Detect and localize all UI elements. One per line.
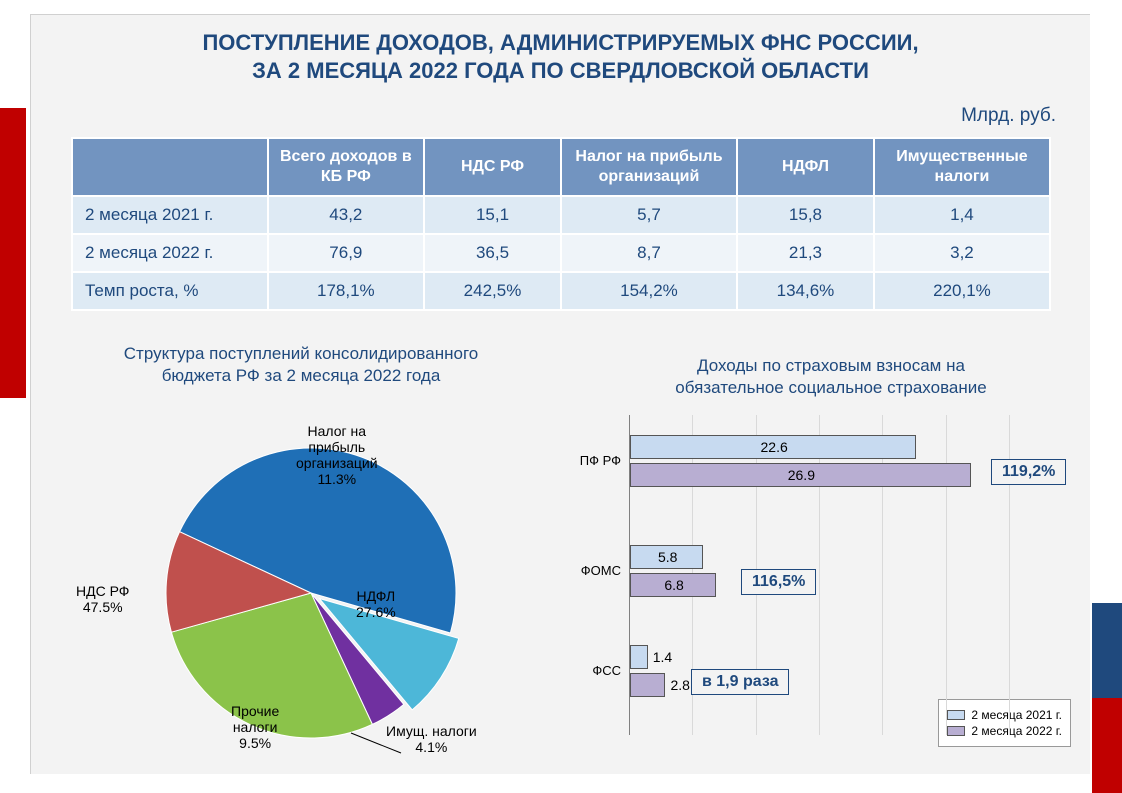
bar-value-label: 22.6 <box>635 439 913 455</box>
bar-chart: 2 месяца 2021 г. 2 месяца 2022 г. ПФ РФ 22… <box>561 415 1081 765</box>
pie-chart-title: Структура поступлений консолидированного… <box>91 343 511 387</box>
legend-label: 2 месяца 2021 г. <box>971 708 1062 722</box>
cell: 36,5 <box>424 234 561 272</box>
bar-value-label: 5.8 <box>635 549 700 565</box>
row-label: 2 месяца 2021 г. <box>72 196 268 234</box>
cell: 76,9 <box>268 234 424 272</box>
table-row: 2 месяца 2021 г.43,215,15,715,81,4 <box>72 196 1050 234</box>
pie-title-line1: Структура поступлений консолидированного <box>124 344 479 363</box>
cell: 154,2% <box>561 272 737 310</box>
legend-label: 2 месяца 2022 г. <box>971 724 1062 738</box>
cell: 242,5% <box>424 272 561 310</box>
cell: 15,8 <box>737 196 874 234</box>
cell: 43,2 <box>268 196 424 234</box>
row-label: Темп роста, % <box>72 272 268 310</box>
cell: 21,3 <box>737 234 874 272</box>
bar-v2022 <box>630 673 665 697</box>
accent-bottom-red <box>1092 698 1122 793</box>
table-col-2: НДС РФ <box>424 138 561 196</box>
cell: 8,7 <box>561 234 737 272</box>
pie-slice-label: НДС РФ 47.5% <box>76 583 129 615</box>
table-col-1: Всего доходов в КБ РФ <box>268 138 424 196</box>
bar-value-label: 26.9 <box>635 467 968 483</box>
pie-title-line2: бюджета РФ за 2 месяца 2022 года <box>162 366 441 385</box>
cell: 3,2 <box>874 234 1050 272</box>
bar-title-line2: обязательное социальное страхование <box>675 378 986 397</box>
page-title: ПОСТУПЛЕНИЕ ДОХОДОВ, АДМИНИСТРИРУЕМЫХ ФН… <box>31 15 1090 85</box>
slide-canvas: ПОСТУПЛЕНИЕ ДОХОДОВ, АДМИНИСТРИРУЕМЫХ ФН… <box>30 14 1090 774</box>
bar-category-label: ФСС <box>561 663 621 678</box>
growth-badge: в 1,9 раза <box>691 669 789 695</box>
pie-slice-label: НДФЛ 27.6% <box>356 588 396 620</box>
bar-legend: 2 месяца 2021 г. 2 месяца 2022 г. <box>938 699 1071 747</box>
table-body: 2 месяца 2021 г.43,215,15,715,81,42 меся… <box>72 196 1050 310</box>
growth-badge: 116,5% <box>741 569 816 595</box>
bar-v2021 <box>630 645 648 669</box>
legend-swatch <box>947 710 965 720</box>
unit-label: Млрд. руб. <box>961 105 1056 127</box>
cell: 178,1% <box>268 272 424 310</box>
cell: 134,6% <box>737 272 874 310</box>
table-row: Темп роста, %178,1%242,5%154,2%134,6%220… <box>72 272 1050 310</box>
bar-category-label: ФОМС <box>561 563 621 578</box>
data-table-wrap: Всего доходов в КБ РФНДС РФНалог на приб… <box>71 137 1051 311</box>
table-col-0 <box>72 138 268 196</box>
bar-title-line1: Доходы по страховым взносам на <box>697 356 965 375</box>
table-row: 2 месяца 2022 г.76,936,58,721,33,2 <box>72 234 1050 272</box>
cell: 15,1 <box>424 196 561 234</box>
legend-item: 2 месяца 2021 г. <box>947 708 1062 722</box>
legend-swatch <box>947 726 965 736</box>
pie-slice-label: Имущ. налоги 4.1% <box>386 723 477 755</box>
pie-slice-label: Прочие налоги 9.5% <box>231 703 279 751</box>
table-col-5: Имущественные налоги <box>874 138 1050 196</box>
pie-slice-label: Налог на прибыль организаций 11.3% <box>296 423 378 487</box>
cell: 1,4 <box>874 196 1050 234</box>
pie-chart: НДС РФ 47.5%Прочие налоги 9.5%Имущ. нало… <box>81 393 541 773</box>
data-table: Всего доходов в КБ РФНДС РФНалог на приб… <box>71 137 1051 311</box>
table-col-4: НДФЛ <box>737 138 874 196</box>
bar-value-label: 6.8 <box>635 577 713 593</box>
title-line-2: ЗА 2 МЕСЯЦА 2022 ГОДА ПО СВЕРДЛОВСКОЙ ОБ… <box>31 57 1090 85</box>
title-line-1: ПОСТУПЛЕНИЕ ДОХОДОВ, АДМИНИСТРИРУЕМЫХ ФН… <box>31 29 1090 57</box>
row-label: 2 месяца 2022 г. <box>72 234 268 272</box>
growth-badge: 119,2% <box>991 459 1066 485</box>
accent-left-red <box>0 108 26 398</box>
bar-value-label: 1.4 <box>653 649 693 665</box>
bar-category-label: ПФ РФ <box>561 453 621 468</box>
cell: 220,1% <box>874 272 1050 310</box>
table-col-3: Налог на прибыль организаций <box>561 138 737 196</box>
legend-item: 2 месяца 2022 г. <box>947 724 1062 738</box>
bar-chart-title: Доходы по страховым взносам на обязатель… <box>601 355 1061 399</box>
table-header-row: Всего доходов в КБ РФНДС РФНалог на приб… <box>72 138 1050 196</box>
cell: 5,7 <box>561 196 737 234</box>
